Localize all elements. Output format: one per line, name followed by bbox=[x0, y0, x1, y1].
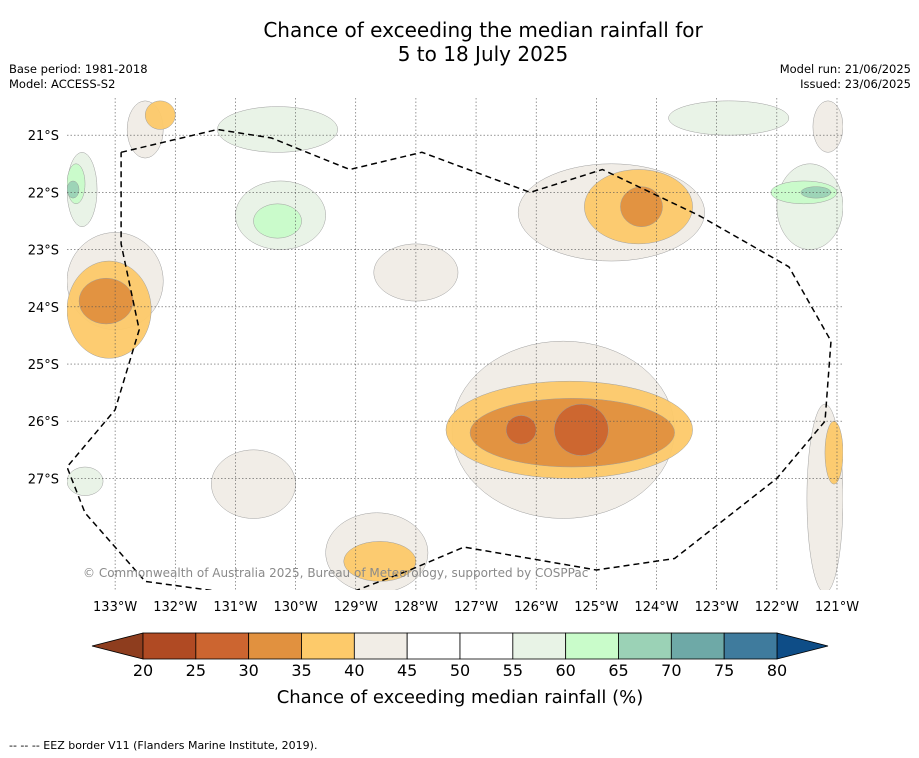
lon-tick-label: 125°W bbox=[574, 600, 618, 615]
colorbar-segment bbox=[353, 632, 408, 660]
lat-tick-label: 27°S bbox=[28, 472, 59, 487]
colorbar-tick-label: 25 bbox=[186, 661, 206, 680]
lon-tick-label: 133°W bbox=[93, 600, 137, 615]
field-region-65-70 bbox=[67, 180, 80, 199]
colorbar-segment bbox=[459, 632, 514, 660]
latitude-tick-labels: 21°S 22°S 23°S 24°S 25°S 26°S 27°S bbox=[28, 129, 59, 487]
colorbar-segment bbox=[248, 632, 302, 660]
field-region-40-45 bbox=[812, 100, 843, 153]
colorbar-segment bbox=[565, 632, 619, 660]
lon-tick-label: 129°W bbox=[334, 600, 378, 615]
colorbar-tick-label: 75 bbox=[714, 661, 734, 680]
lon-tick-label: 132°W bbox=[153, 600, 197, 615]
field-region-55-60 bbox=[217, 106, 338, 153]
lon-tick-label: 130°W bbox=[274, 600, 318, 615]
colorbar-tick-label: 50 bbox=[450, 661, 470, 680]
lat-tick-label: 26°S bbox=[28, 415, 59, 430]
lon-tick-label: 122°W bbox=[755, 600, 799, 615]
lat-tick-label: 23°S bbox=[28, 244, 59, 259]
colorbar-tick-label: 55 bbox=[503, 661, 523, 680]
field-region-60-65 bbox=[253, 203, 302, 239]
colorbar-under-arrow bbox=[91, 632, 144, 660]
lat-tick-label: 25°S bbox=[28, 358, 59, 373]
colorbar-tick-label: 70 bbox=[661, 661, 681, 680]
colorbar-tick-label: 60 bbox=[555, 661, 575, 680]
lon-tick-label: 131°W bbox=[213, 600, 257, 615]
model-text: Model: ACCESS-S2 bbox=[9, 77, 116, 91]
colorbar-segment bbox=[142, 632, 197, 660]
field-region-55-60 bbox=[776, 163, 843, 250]
colorbar-segment bbox=[406, 632, 461, 660]
map-title-line2: 5 to 18 July 2025 bbox=[397, 42, 569, 66]
colorbar-tick-label: 45 bbox=[397, 661, 417, 680]
base-period-text: Base period: 1981-2018 bbox=[9, 62, 148, 76]
field-region-30-35 bbox=[620, 186, 663, 227]
eez-border-line bbox=[67, 128, 832, 590]
colorbar-tick-label: 65 bbox=[608, 661, 628, 680]
colorbar-segment bbox=[195, 632, 250, 660]
lon-tick-label: 124°W bbox=[634, 600, 678, 615]
colorbar-segment bbox=[301, 632, 355, 660]
info-right: Model run: 21/06/2025 Issued: 23/06/2025 bbox=[780, 62, 911, 92]
field-region-55-60 bbox=[668, 100, 790, 136]
field-region-40-45 bbox=[211, 449, 296, 519]
eez-legend-text: -- -- -- EEZ border V11 (Flanders Marine… bbox=[9, 739, 318, 752]
info-left: Base period: 1981-2018 Model: ACCESS-S2 bbox=[9, 62, 148, 92]
field-region-30-35 bbox=[78, 277, 134, 325]
field-region-25-30 bbox=[554, 403, 609, 456]
forecast-map: © Commonwealth of Australia 2025, Bureau… bbox=[28, 98, 859, 708]
lon-tick-label: 123°W bbox=[695, 600, 739, 615]
eez-border bbox=[67, 128, 832, 590]
colorbar-tick-label: 40 bbox=[344, 661, 364, 680]
lat-tick-label: 21°S bbox=[28, 129, 59, 144]
colorbar-tick-label: 80 bbox=[767, 661, 787, 680]
lat-tick-label: 22°S bbox=[28, 186, 59, 201]
colorbar-segment bbox=[670, 632, 725, 660]
lon-tick-label: 128°W bbox=[394, 600, 438, 615]
colorbar-tick-label: 30 bbox=[238, 661, 258, 680]
colorbar-tick-label: 35 bbox=[291, 661, 311, 680]
map-title-line1: Chance of exceeding the median rainfall … bbox=[263, 18, 703, 42]
map-title: Chance of exceeding the median rainfall … bbox=[0, 18, 919, 66]
field-region-35-40 bbox=[144, 100, 176, 130]
colorbar-label: Chance of exceeding median rainfall (%) bbox=[277, 687, 644, 708]
copyright-text: © Commonwealth of Australia 2025, Bureau… bbox=[83, 566, 588, 580]
lat-tick-label: 24°S bbox=[28, 301, 59, 316]
longitude-tick-labels: 133°W 132°W 131°W 130°W 129°W 128°W 127°W 126°W… bbox=[93, 600, 859, 615]
colorbar-segment bbox=[512, 632, 567, 660]
lon-tick-label: 127°W bbox=[454, 600, 498, 615]
lon-tick-label: 126°W bbox=[514, 600, 558, 615]
issued-text: Issued: 23/06/2025 bbox=[800, 77, 911, 91]
field-region-35-40 bbox=[824, 420, 843, 485]
colorbar-over-arrow bbox=[776, 632, 829, 660]
colorbar: 20 25 30 35 40 45 50 55 60 65 70 75 80 Chance of exc… bbox=[91, 632, 829, 708]
map-panel bbox=[67, 98, 843, 590]
graticule bbox=[67, 98, 843, 590]
field-region-25-30 bbox=[505, 415, 537, 445]
colorbar-tick-label: 20 bbox=[133, 661, 153, 680]
field-region-65-70 bbox=[800, 186, 832, 199]
colorbar-segment bbox=[723, 632, 778, 660]
colorbar-segment bbox=[618, 632, 672, 660]
lon-tick-label: 121°W bbox=[815, 600, 859, 615]
model-run-text: Model run: 21/06/2025 bbox=[779, 62, 911, 76]
